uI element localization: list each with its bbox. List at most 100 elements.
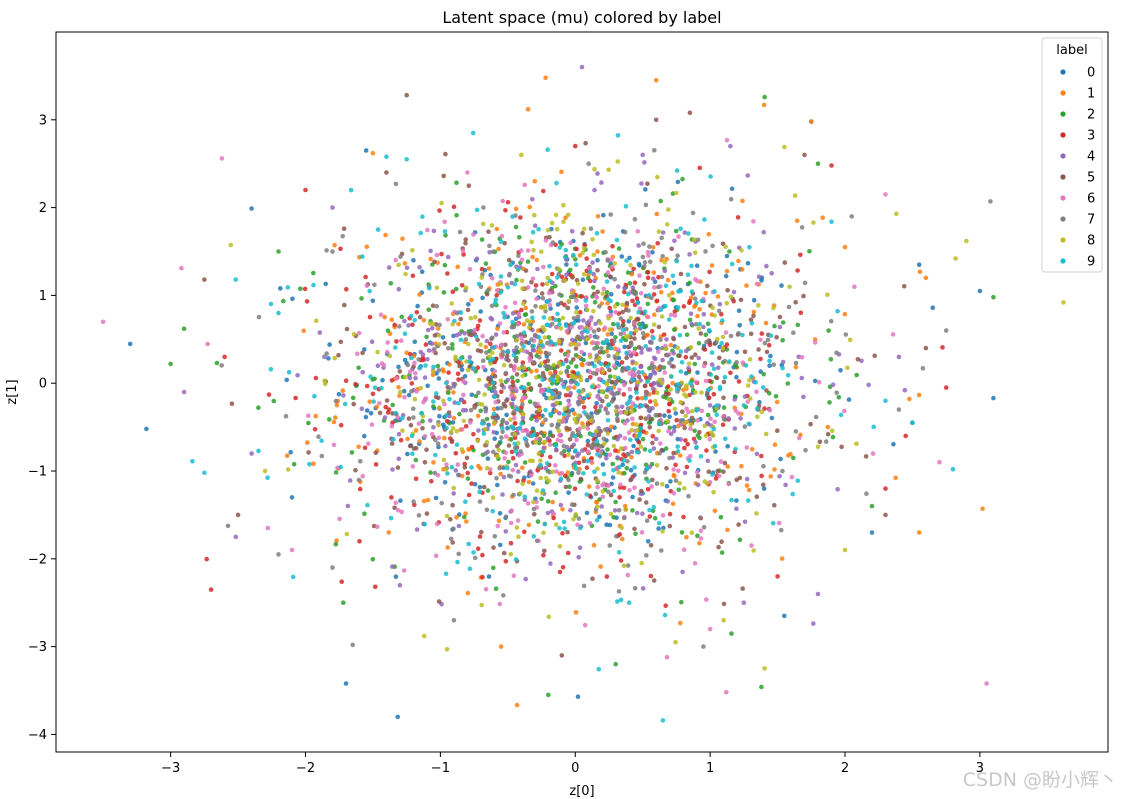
point: [678, 453, 683, 458]
point: [624, 334, 629, 339]
point: [572, 411, 577, 416]
point: [491, 345, 497, 350]
point: [613, 499, 618, 505]
point: [751, 219, 756, 224]
point: [492, 436, 498, 442]
point: [699, 298, 704, 304]
point: [598, 404, 604, 409]
point: [683, 354, 689, 360]
point: [561, 443, 567, 449]
point: [486, 422, 491, 428]
point: [501, 550, 507, 556]
point: [416, 421, 422, 426]
point: [620, 536, 625, 542]
point: [545, 228, 551, 233]
point: [689, 408, 695, 414]
point: [472, 404, 478, 410]
point: [642, 383, 648, 389]
point: [644, 500, 649, 505]
point: [465, 470, 471, 476]
point: [426, 348, 432, 353]
point: [616, 375, 621, 381]
point: [571, 516, 576, 522]
point: [311, 461, 316, 467]
point: [499, 342, 504, 348]
point: [728, 370, 733, 376]
point: [420, 214, 425, 219]
point: [628, 330, 634, 336]
point: [682, 420, 687, 426]
point: [748, 396, 753, 401]
point: [474, 207, 480, 213]
point: [527, 399, 533, 405]
point: [609, 257, 614, 263]
point: [855, 357, 861, 362]
y-tick-label: 1: [39, 289, 47, 304]
point: [650, 366, 655, 371]
point: [543, 75, 548, 80]
point: [592, 299, 598, 305]
point: [202, 470, 207, 476]
point: [503, 370, 509, 376]
point: [504, 412, 509, 418]
point: [634, 390, 639, 395]
point: [439, 200, 444, 206]
point: [670, 501, 676, 507]
point: [695, 482, 701, 488]
point: [463, 285, 469, 291]
point: [451, 390, 456, 395]
point: [907, 396, 912, 402]
point: [474, 256, 480, 262]
point: [600, 398, 605, 404]
point: [736, 522, 741, 527]
point: [644, 553, 649, 558]
point: [608, 345, 614, 351]
series-5: [202, 92, 929, 658]
point: [725, 288, 730, 293]
point: [542, 327, 547, 333]
point: [667, 523, 673, 529]
point: [582, 622, 588, 628]
point: [311, 270, 316, 276]
point: [632, 216, 638, 222]
point: [678, 226, 683, 232]
point: [416, 357, 421, 362]
point: [360, 369, 366, 375]
point: [531, 506, 537, 512]
point: [701, 644, 706, 649]
point: [820, 215, 825, 220]
point: [625, 459, 630, 464]
point: [396, 431, 402, 437]
point: [635, 316, 640, 322]
point: [795, 268, 800, 273]
point: [617, 433, 623, 439]
y-axis-label: z[1]: [5, 379, 20, 404]
point: [444, 513, 450, 519]
point: [854, 372, 859, 378]
point: [639, 181, 644, 186]
point: [634, 422, 639, 427]
point: [504, 354, 510, 359]
point: [484, 507, 490, 513]
point: [545, 510, 551, 516]
point: [711, 391, 717, 397]
point: [443, 151, 448, 157]
point: [515, 478, 520, 484]
point: [574, 246, 579, 252]
point: [459, 397, 465, 403]
point: [776, 520, 782, 526]
point: [293, 395, 298, 401]
point: [770, 521, 776, 526]
point: [518, 449, 523, 454]
point: [595, 367, 600, 373]
point: [591, 543, 597, 548]
point: [644, 390, 650, 396]
point: [384, 170, 389, 175]
point: [686, 361, 692, 367]
point: [503, 559, 509, 564]
point: [651, 504, 657, 510]
point: [625, 563, 631, 568]
point: [581, 396, 587, 401]
point: [556, 428, 562, 434]
point: [509, 424, 514, 430]
